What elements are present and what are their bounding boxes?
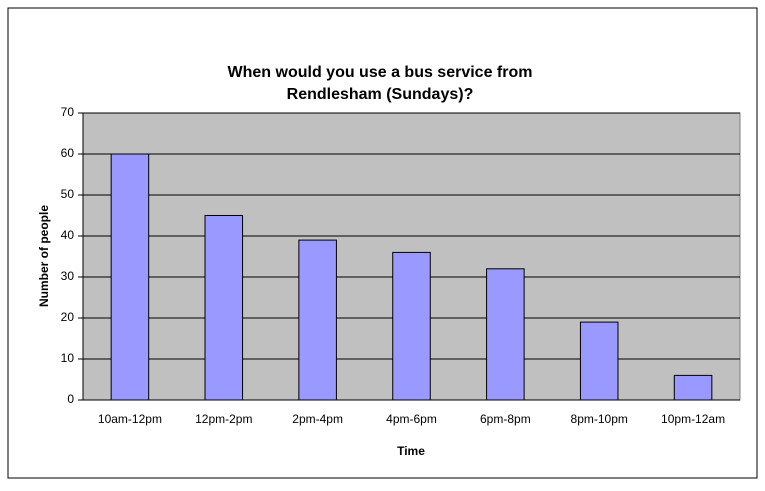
bar (392, 251, 431, 401)
y-tick-label: 50 (61, 187, 75, 201)
bar (486, 268, 525, 401)
bar (110, 153, 150, 401)
x-tick-label: 12pm-2pm (195, 412, 252, 426)
y-tick-label: 70 (61, 105, 75, 119)
x-axis-label: Time (397, 444, 425, 458)
bar (298, 239, 337, 401)
x-tick-label: 4pm-6pm (386, 412, 437, 426)
chart-title: When would you use a bus service from Re… (227, 64, 533, 103)
bar (579, 321, 619, 401)
x-tick-label: 10pm-12am (661, 412, 725, 426)
x-tick-label: 2pm-4pm (292, 412, 343, 426)
x-tick-label: 8pm-10pm (571, 412, 628, 426)
x-tick-label: 6pm-8pm (480, 412, 531, 426)
y-tick-label: 0 (67, 392, 74, 406)
y-tick-label: 20 (61, 310, 75, 324)
x-tick-label: 10am-12pm (98, 412, 162, 426)
y-tick-label: 60 (61, 146, 75, 160)
y-tick-label: 40 (61, 228, 75, 242)
y-axis-label: Number of people (37, 205, 51, 307)
bar (673, 374, 713, 401)
title-box: When would you use a bus service from Re… (227, 64, 533, 103)
y-tick-label: 10 (61, 351, 75, 365)
bar (204, 215, 244, 401)
y-tick-label: 30 (61, 269, 75, 283)
